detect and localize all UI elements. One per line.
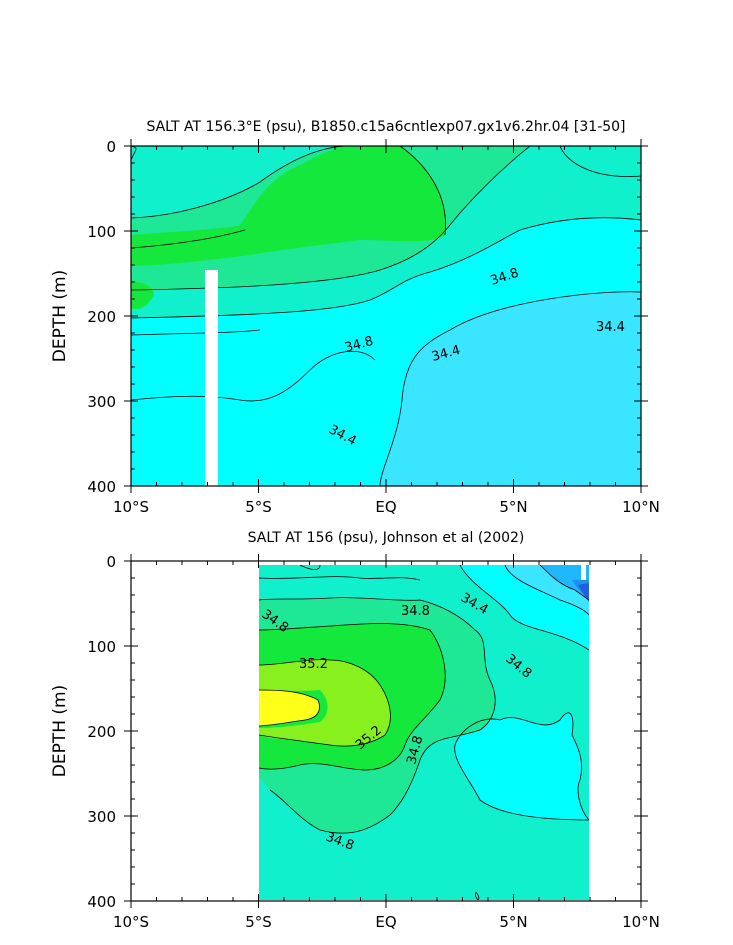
region-35_0 bbox=[131, 146, 446, 266]
x-tick-label: 5°N bbox=[499, 498, 527, 516]
x-tick-label: EQ bbox=[375, 913, 396, 931]
x-tick-label: 10°S bbox=[113, 913, 149, 931]
contour-label: 35.2 bbox=[299, 657, 328, 672]
region-33_6 bbox=[578, 583, 589, 602]
contour-label: 34.4 bbox=[430, 343, 462, 365]
missing-data-notch bbox=[581, 565, 586, 580]
contour-label: 34.4 bbox=[596, 320, 625, 335]
region-34_4 bbox=[454, 565, 589, 820]
panel-1-axes: 10°S 5°S EQ 5°N 10°N 0 100 200 300 400 bbox=[87, 138, 660, 516]
region-35_2 bbox=[131, 281, 154, 310]
y-tick-label: 300 bbox=[87, 808, 116, 826]
x-tick-label: 5°S bbox=[245, 913, 272, 931]
panel-2-y-axis-label: DEPTH (m) bbox=[50, 685, 70, 777]
x-tick-label: 10°S bbox=[113, 498, 149, 516]
y-tick-label: 100 bbox=[87, 638, 116, 656]
panel-2-axes: 10°S 5°S EQ 5°N 10°N 0 100 200 300 400 bbox=[87, 553, 660, 931]
y-tick-label: 400 bbox=[87, 893, 116, 911]
x-tick-label: 5°S bbox=[245, 498, 272, 516]
y-tick-label: 400 bbox=[87, 478, 116, 496]
x-tick-label: EQ bbox=[375, 498, 396, 516]
region-35_1 bbox=[131, 225, 245, 260]
masked-column bbox=[205, 270, 218, 486]
y-tick-label: 0 bbox=[106, 138, 116, 156]
panel-2-title: SALT AT 156 (psu), Johnson et al (2002) bbox=[248, 530, 525, 546]
y-tick-label: 100 bbox=[87, 223, 116, 241]
panel-1: SALT AT 156.3°E (psu), B1850.c15a6cntlex… bbox=[50, 119, 660, 516]
y-tick-label: 300 bbox=[87, 393, 116, 411]
contour-label: 34.8 bbox=[401, 604, 430, 619]
panel-2-contour-fill bbox=[259, 565, 589, 900]
panel-1-contour-fill bbox=[131, 146, 641, 486]
x-tick-label: 10°N bbox=[622, 913, 660, 931]
panel-2: SALT AT 156 (psu), Johnson et al (2002) bbox=[50, 530, 660, 931]
x-tick-label: 5°N bbox=[499, 913, 527, 931]
y-tick-label: 0 bbox=[106, 553, 116, 571]
y-tick-label: 200 bbox=[87, 308, 116, 326]
panel-1-y-axis-label: DEPTH (m) bbox=[50, 270, 70, 362]
region-35_4 bbox=[259, 690, 320, 726]
x-tick-label: 10°N bbox=[622, 498, 660, 516]
panel-1-title: SALT AT 156.3°E (psu), B1850.c15a6cntlex… bbox=[146, 119, 625, 135]
contour-label: 34.8 bbox=[404, 734, 426, 766]
y-tick-label: 200 bbox=[87, 723, 116, 741]
contour-label: 34.8 bbox=[343, 334, 375, 356]
